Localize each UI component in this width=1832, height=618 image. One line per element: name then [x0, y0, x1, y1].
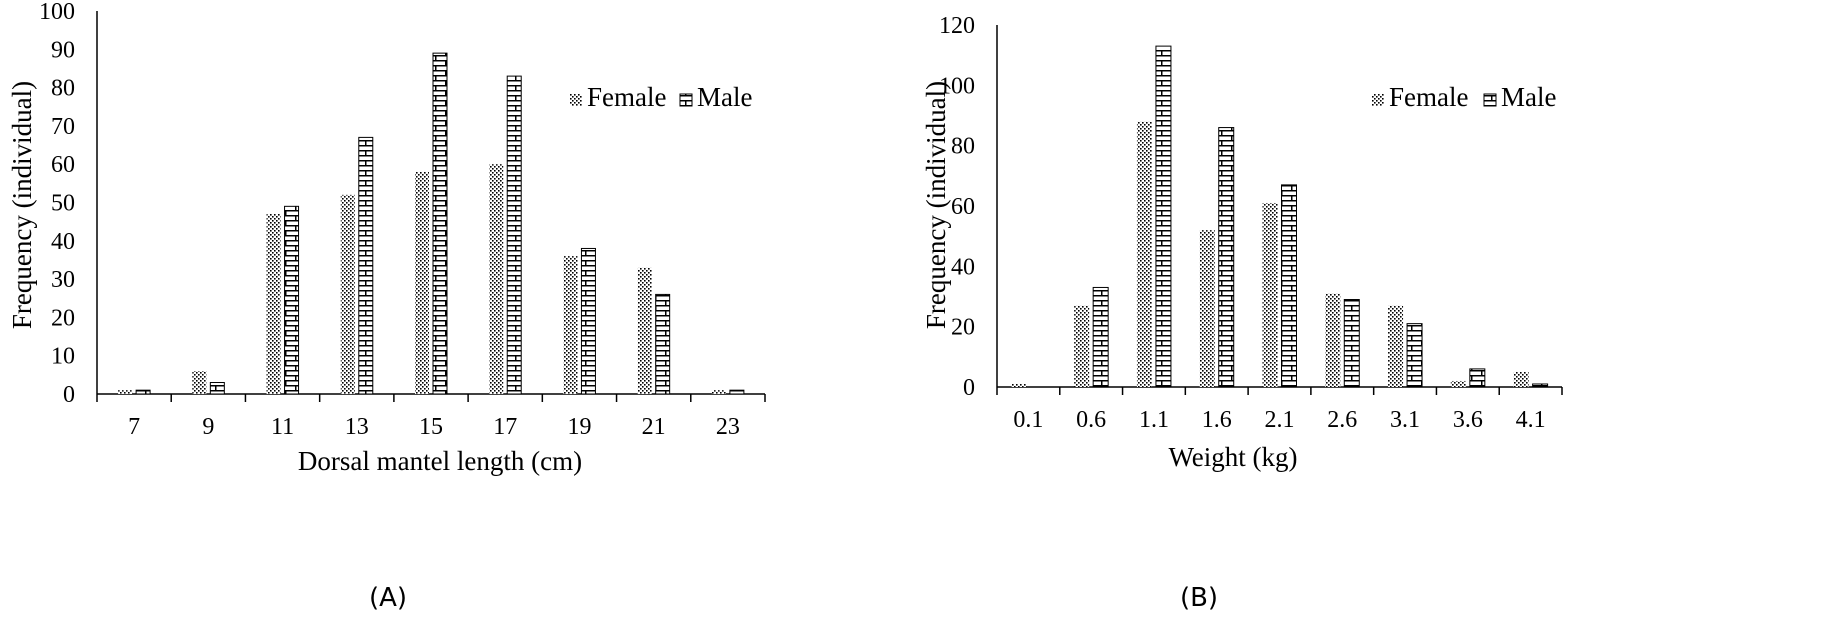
y-tick-label: 20	[951, 315, 975, 341]
y-tick-label: 100	[39, 0, 75, 25]
x-tick-label: 0.1	[1013, 407, 1043, 433]
legend-swatch-male	[679, 93, 693, 107]
bar-female-0.1	[1011, 383, 1027, 387]
chart-a-axes	[96, 11, 766, 402]
x-tick-label: 0.6	[1076, 407, 1106, 433]
bar-male-3.6	[1469, 368, 1486, 388]
bar-male-1.6	[1218, 127, 1235, 388]
y-tick-label: 120	[939, 13, 975, 39]
bar-female-17	[489, 164, 504, 394]
x-tick-label: 15	[419, 414, 443, 440]
chart-panel-b: 0 20 40 60 80 100 120 0.1 0.6 1.1 1.6 2.1 2.6 3.1 3.6 4…	[916, 0, 1832, 618]
x-tick-label: 13	[345, 414, 369, 440]
chart-b-svg: 0 20 40 60 80 100 120 0.1 0.6 1.1 1.6 2.1 2.6 3.1 3.6 4…	[921, 13, 1563, 613]
y-tick-label: 60	[951, 194, 975, 220]
bar-female-0.6	[1074, 305, 1090, 387]
chart-a-ylabel: Frequency (individual)	[7, 81, 37, 329]
bar-male-1.1	[1155, 45, 1172, 388]
chart-b-legend: Female Male	[1372, 82, 1556, 112]
bar-female-3.1	[1388, 305, 1404, 387]
y-tick-label: 50	[51, 191, 75, 217]
bar-male-4.1	[1532, 383, 1549, 388]
bar-male-23	[729, 389, 745, 395]
legend-swatch-female	[1372, 94, 1384, 106]
x-tick-label: 21	[642, 414, 666, 440]
chart-panel-a: 0 10 20 30 40 50 60 70 80 90 100 7 9 11 13 15 17 19 21 23 F…	[7, 0, 766, 613]
x-tick-label: 2.1	[1265, 407, 1295, 433]
bar-male-17	[506, 75, 522, 395]
y-tick-label: 90	[51, 37, 75, 63]
x-tick-label: 23	[716, 414, 740, 440]
y-tick-label: 60	[51, 152, 75, 178]
chart-a-legend: Female Male	[570, 82, 752, 112]
legend-swatch-male	[1483, 93, 1497, 107]
chart-b-axes	[996, 25, 1563, 395]
chart-a-bars	[118, 52, 745, 395]
bar-female-4.1	[1513, 371, 1529, 387]
x-tick-label: 2.6	[1327, 407, 1357, 433]
y-tick-label: 80	[951, 134, 975, 160]
x-tick-label: 1.6	[1202, 407, 1232, 433]
legend-swatch-female	[570, 94, 582, 106]
y-tick-label: 70	[51, 114, 75, 140]
y-tick-label: 20	[51, 305, 75, 331]
x-tick-label: 11	[271, 414, 294, 440]
bar-male-15	[432, 52, 448, 395]
y-tick-label: 30	[51, 267, 75, 293]
bar-female-1.6	[1199, 230, 1215, 387]
chart-b-xlabel: Weight (kg)	[1168, 442, 1297, 472]
bar-female-19	[563, 256, 578, 394]
chart-b-tick-labels: 0 20 40 60 80 100 120 0.1 0.6 1.1 1.6 2.1 2.6 3.1 3.6 4…	[939, 13, 1546, 433]
x-tick-label: 9	[202, 414, 214, 440]
bar-female-7	[118, 390, 133, 394]
bar-female-21	[637, 267, 652, 394]
bar-male-7	[135, 389, 151, 395]
x-tick-label: 19	[567, 414, 591, 440]
bar-male-2.1	[1281, 184, 1297, 388]
panel-label-a: (A)	[369, 583, 407, 613]
bar-female-23	[711, 390, 726, 394]
bar-female-2.1	[1262, 202, 1278, 387]
chart-a-xlabel: Dorsal mantel length (cm)	[298, 446, 582, 476]
y-tick-label: 40	[951, 254, 975, 280]
x-tick-label: 1.1	[1139, 407, 1169, 433]
y-tick-label: 80	[51, 76, 75, 102]
y-tick-label: 0	[63, 382, 75, 408]
legend-label-female: Female	[1389, 82, 1468, 112]
x-tick-label: 3.1	[1390, 407, 1420, 433]
bar-male-11	[284, 205, 300, 395]
bar-female-9	[192, 371, 207, 394]
y-tick-label: 40	[51, 229, 75, 255]
legend-label-male: Male	[697, 82, 752, 112]
chart-a-svg: 0 10 20 30 40 50 60 70 80 90 100 7 9 11 13 15 17 19 21 23 F…	[7, 0, 766, 613]
bar-male-9	[209, 382, 225, 395]
bar-female-2.6	[1325, 293, 1341, 387]
bar-male-2.6	[1343, 299, 1360, 388]
chart-a-tick-labels: 0 10 20 30 40 50 60 70 80 90 100 7 9 11 13 15 17 19 21 23	[39, 0, 740, 440]
chart-b-bars	[1011, 45, 1549, 388]
y-tick-label: 0	[963, 375, 975, 401]
bar-male-13	[358, 136, 374, 395]
chart-b-ylabel: Frequency (individual)	[921, 81, 951, 329]
x-tick-label: 4.1	[1516, 407, 1546, 433]
bar-male-0.6	[1092, 286, 1109, 388]
y-tick-label: 10	[51, 344, 75, 370]
bar-female-1.1	[1136, 121, 1152, 388]
legend-label-female: Female	[587, 82, 666, 112]
y-tick-label: 100	[939, 73, 975, 99]
bar-female-3.6	[1450, 380, 1466, 387]
legend-label-male: Male	[1501, 82, 1556, 112]
bar-male-19	[580, 247, 596, 395]
bar-male-3.1	[1406, 323, 1423, 388]
bar-female-13	[340, 194, 355, 394]
x-tick-label: 7	[128, 414, 140, 440]
bar-male-21	[655, 293, 671, 395]
x-tick-label: 17	[493, 414, 517, 440]
panel-label-b: (B)	[1180, 583, 1218, 613]
bar-female-15	[415, 171, 429, 394]
bar-female-11	[266, 213, 281, 394]
x-tick-label: 3.6	[1453, 407, 1483, 433]
